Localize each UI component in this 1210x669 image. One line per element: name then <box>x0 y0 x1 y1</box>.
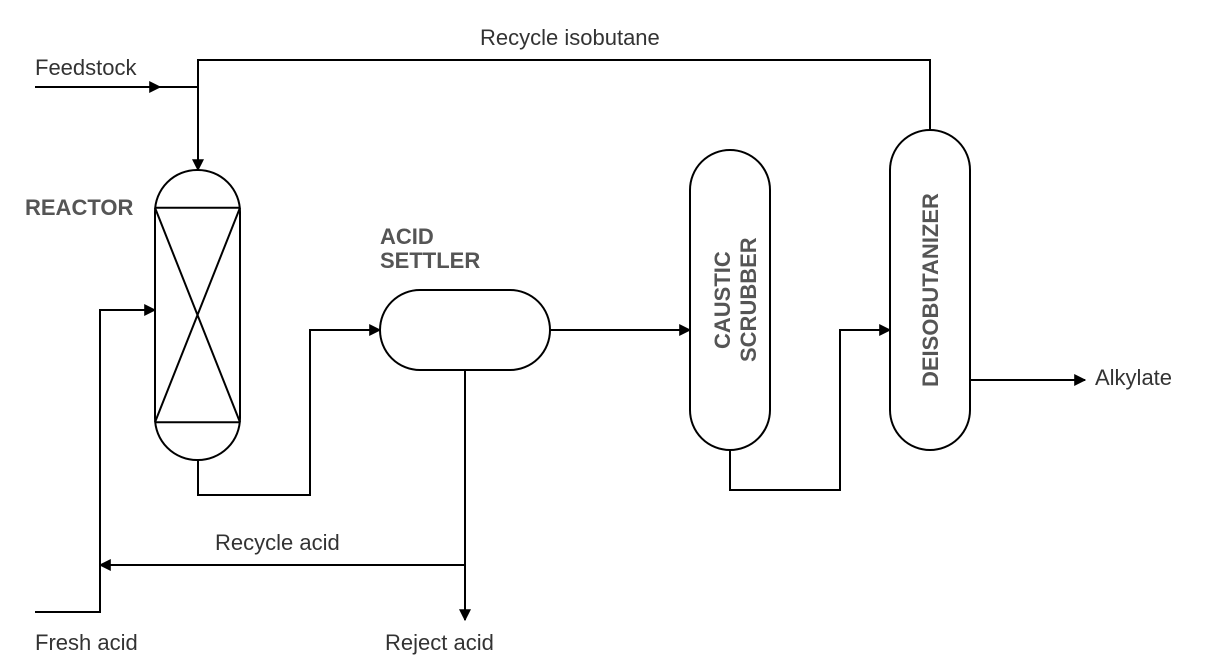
label-acid-settler: ACIDSETTLER <box>380 225 480 273</box>
edge-reactor-to-settler <box>198 330 380 495</box>
label-recycle-acid: Recycle acid <box>215 530 340 556</box>
edge-fresh-acid-in <box>35 565 100 612</box>
label-recycle-isobutane: Recycle isobutane <box>480 25 660 51</box>
label-reactor: REACTOR <box>25 195 133 221</box>
edge-feed-to-reactor <box>160 87 198 170</box>
label-alkylate: Alkylate <box>1095 365 1172 391</box>
label-acid-settler-text: ACIDSETTLER <box>380 224 480 273</box>
label-reject-acid: Reject acid <box>385 630 494 656</box>
label-deisobutanizer: DEISOBUTANIZER <box>918 170 944 410</box>
diagram-canvas <box>0 0 1210 669</box>
node-acid_settler <box>380 290 550 370</box>
edge-recycle-isobutane <box>198 60 930 130</box>
label-caustic-scrubber-text: CAUSTICSCRUBBER <box>710 238 761 363</box>
label-caustic-scrubber: CAUSTICSCRUBBER <box>710 200 762 400</box>
edge-recycle-acid-to-reactor <box>100 310 155 565</box>
label-feedstock: Feedstock <box>35 55 137 81</box>
label-fresh-acid: Fresh acid <box>35 630 138 656</box>
